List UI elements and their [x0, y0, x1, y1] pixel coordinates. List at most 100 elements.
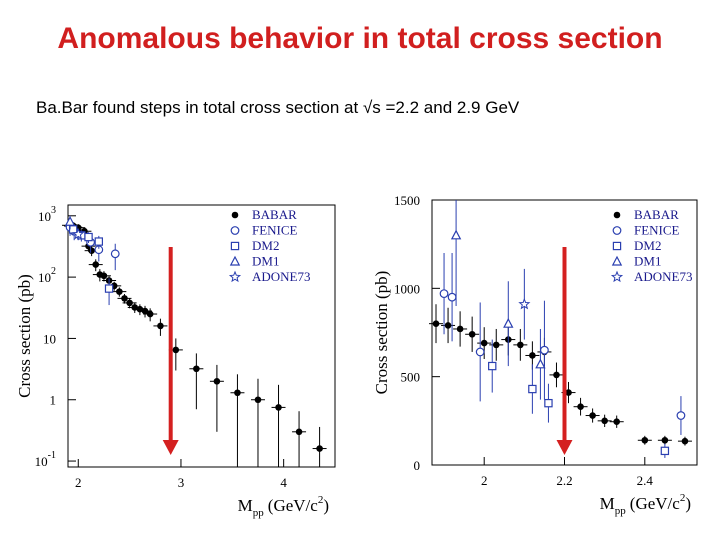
data-point — [68, 225, 78, 234]
y-tick-exponent: 2 — [51, 266, 56, 277]
legend-entry: DM2 — [252, 238, 279, 253]
legend-entry: DM1 — [634, 254, 661, 269]
x-tick-label: 2.2 — [556, 473, 572, 488]
data-point — [157, 322, 164, 330]
data-point — [275, 404, 282, 411]
x-label-symbol: M — [600, 494, 615, 513]
data-point — [104, 284, 114, 293]
data-point — [316, 445, 323, 452]
y-axis-label: Cross section (pb) — [372, 271, 391, 395]
data-point — [529, 352, 536, 359]
y-tick-label: 103 — [38, 205, 56, 224]
data-point — [295, 428, 303, 436]
data-point — [254, 396, 262, 404]
data-point — [92, 261, 100, 268]
y-tick-label: 102 — [38, 266, 56, 285]
chart-panel-2: 2 2.2 2.4 0 500 1000 1500 Cross section (pb) Mpp… — [372, 193, 698, 517]
legend-entry: DM2 — [634, 238, 661, 253]
data-point — [589, 412, 596, 419]
legend-entry: ADONE73 — [634, 269, 693, 284]
y-tick-label: 500 — [401, 370, 421, 385]
data-point — [535, 358, 546, 369]
x-tick-label: 2 — [75, 475, 82, 490]
data-point — [517, 341, 524, 349]
data-point — [518, 297, 531, 310]
legend-entry: FENICE — [252, 223, 298, 238]
data-point — [480, 339, 488, 347]
plot-frame — [67, 204, 336, 468]
y-tick-exponent: -1 — [48, 450, 56, 461]
legend-marker — [610, 270, 624, 283]
data-point — [72, 227, 85, 240]
data-point — [681, 437, 689, 445]
x-axis-label: Mpp (GeV/c2) — [238, 494, 329, 519]
data-point — [439, 289, 449, 299]
x-tick-label: 2 — [481, 473, 488, 488]
data-point — [468, 330, 476, 338]
x-label-close: ) — [685, 494, 691, 513]
x-label-symbol: M — [238, 496, 253, 515]
data-point — [601, 417, 608, 425]
legend-marker — [612, 226, 622, 235]
data-point — [488, 361, 497, 371]
data-point — [172, 346, 180, 354]
data-point — [444, 322, 452, 329]
data-point — [577, 403, 584, 411]
data-point — [100, 272, 108, 280]
legend-entry: DM1 — [252, 254, 279, 269]
x-label-subscript: pp — [615, 505, 627, 517]
data-point — [193, 365, 200, 373]
data-point — [126, 299, 133, 307]
data-point — [613, 418, 620, 426]
legend-marker — [612, 241, 622, 251]
x-label-unit: (GeV/c — [630, 494, 680, 513]
x-tick-label: 2.4 — [637, 473, 654, 488]
data-point — [110, 249, 120, 259]
data-point — [553, 371, 560, 379]
data-point — [84, 232, 93, 242]
data-point — [676, 411, 686, 420]
legend-marker — [611, 255, 623, 266]
data-point — [475, 347, 485, 357]
data-point — [94, 237, 104, 246]
data-point — [528, 384, 537, 394]
slide-subtitle: Ba.Bar found steps in total cross sectio… — [36, 98, 520, 117]
data-point — [503, 317, 514, 328]
data-point — [88, 247, 95, 254]
legend-marker — [230, 241, 240, 251]
annotation-arrowhead — [162, 440, 179, 455]
data-point — [540, 345, 549, 355]
data-point — [447, 292, 457, 302]
x-label-subscript: pp — [253, 507, 265, 519]
x-label-unit: (GeV/c — [268, 496, 318, 515]
legend-entry: FENICE — [634, 223, 680, 238]
legend-marker — [231, 211, 239, 219]
data-point — [661, 436, 669, 444]
legend-marker — [230, 226, 240, 235]
x-label-close: ) — [323, 496, 329, 515]
data-point — [492, 341, 500, 349]
data-point — [432, 320, 440, 327]
data-point — [565, 389, 572, 396]
legend-marker — [229, 255, 241, 266]
y-tick-label: 1500 — [394, 193, 420, 208]
y-tick-label: 0 — [414, 458, 421, 473]
x-tick-label: 4 — [280, 475, 287, 490]
x-label-superscript: 2 — [680, 492, 686, 504]
data-point — [641, 436, 649, 444]
data-point — [544, 398, 553, 408]
y-tick-label: 1 — [50, 393, 57, 408]
legend-entry: BABAR — [252, 207, 297, 222]
data-point — [660, 446, 670, 456]
data-point — [121, 295, 128, 302]
x-label-superscript: 2 — [318, 494, 324, 506]
data-point — [116, 288, 123, 295]
data-point — [456, 325, 464, 333]
y-tick-label: 10 — [43, 331, 56, 346]
x-axis-label: Mpp (GeV/c2) — [600, 492, 691, 517]
data-point — [450, 229, 462, 240]
y-tick-exponent: 3 — [51, 205, 56, 216]
data-point — [146, 310, 154, 318]
